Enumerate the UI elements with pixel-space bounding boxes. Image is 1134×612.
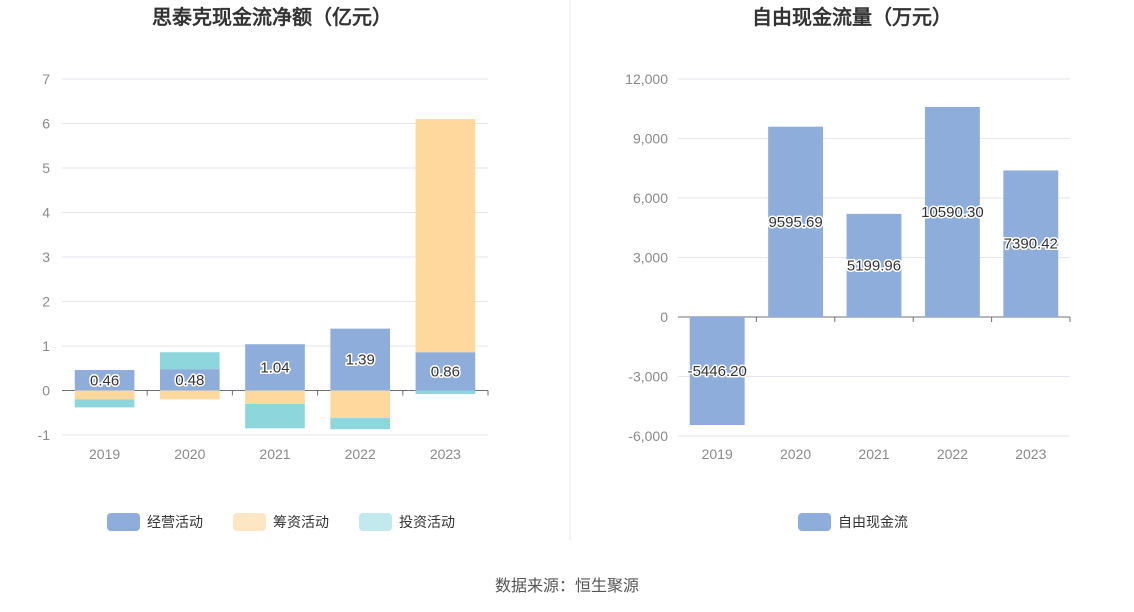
source-note: 数据来源：恒生聚源 [494,576,639,595]
legend-label-自由现金流: 自由现金流 [838,515,908,531]
y-tick-label: 9,000 [633,131,668,147]
x-tick-label: 2021 [858,446,889,462]
bar-筹资活动-2023 [415,119,476,353]
data-label: 5199.96 [847,257,901,274]
data-label: 1.04 [260,359,289,376]
x-tick-label: 2021 [259,446,290,462]
x-tick-label: 2022 [937,446,968,462]
chart-title: 自由现金流量（万元） [752,5,952,29]
data-label: -5446.20 [688,363,747,380]
data-label: 7390.42 [1004,236,1058,253]
bar-投资活动-2019 [74,399,135,408]
bar-自由现金流-2023 [1003,170,1059,317]
y-tick-label: -6,000 [628,428,668,444]
y-tick-label: 1 [42,338,50,354]
legend-label-经营活动: 经营活动 [147,515,203,531]
bar-筹资活动-2022 [330,390,391,419]
data-label: 9595.69 [768,214,822,231]
bar-自由现金流-2021 [846,213,902,317]
bar-筹资活动-2021 [245,390,305,404]
x-tick-label: 2023 [1015,446,1046,462]
data-label: 0.48 [175,372,204,389]
x-tick-label: 2023 [430,446,461,462]
y-tick-label: 7 [42,71,50,87]
data-label: 1.39 [346,352,375,369]
y-tick-label: -3,000 [628,369,668,385]
y-tick-label: 3,000 [633,250,668,266]
bar-经营活动-2019 [74,370,135,391]
chart-title: 思泰克现金流净额（亿元） [152,5,392,29]
y-tick-label: 6 [42,116,50,132]
bar-投资活动-2023 [415,390,476,395]
bar-投资活动-2020 [159,352,220,370]
bar-自由现金流-2022 [924,106,980,318]
legend-label-投资活动: 投资活动 [399,515,455,531]
y-tick-label: 5 [42,160,50,176]
legend-swatch-自由现金流 [798,513,831,531]
data-label: 10590.30 [921,204,984,221]
y-tick-label: -1 [38,427,51,443]
y-tick-label: 4 [42,205,50,221]
bar-自由现金流-2020 [768,126,824,317]
cashflow-net-chart: 思泰克现金流净额（亿元） 7 6 5 4 3 2 1 0 -1 2019 2020 2021 2022 20… [38,5,489,531]
x-tick-label: 2020 [174,446,205,462]
legend-swatch-经营活动 [107,513,140,531]
data-label: 0.46 [90,372,119,389]
y-tick-label: 12,000 [625,71,668,87]
y-tick-label: 3 [42,249,50,265]
data-label: 0.86 [431,363,460,380]
x-tick-label: 2020 [780,446,811,462]
bar-筹资活动-2020 [159,390,220,400]
bar-经营活动-2022 [330,328,391,391]
y-tick-label: 0 [42,383,50,399]
legend-swatch-投资活动 [359,513,392,531]
y-tick-label: 2 [42,294,50,310]
bar-筹资活动-2019 [74,390,135,400]
bar-经营活动-2021 [245,344,305,391]
legend-label-筹资活动: 筹资活动 [273,514,329,531]
legend-swatch-筹资活动 [233,513,266,531]
x-tick-label: 2019 [89,446,120,462]
free-cashflow-chart: 自由现金流量（万元） 12,000 9,000 6,000 3,000 0 -3,000 -6… [625,5,1071,531]
bar-经营活动-2023 [415,352,476,391]
y-tick-label: 0 [660,309,668,325]
bar-经营活动-2020 [159,369,220,391]
bar-自由现金流-2019 [689,317,745,426]
bar-投资活动-2022 [330,418,391,430]
y-tick-label: 6,000 [633,190,668,206]
x-tick-label: 2019 [702,446,733,462]
bar-投资活动-2021 [245,403,305,429]
x-tick-label: 2022 [345,446,376,462]
